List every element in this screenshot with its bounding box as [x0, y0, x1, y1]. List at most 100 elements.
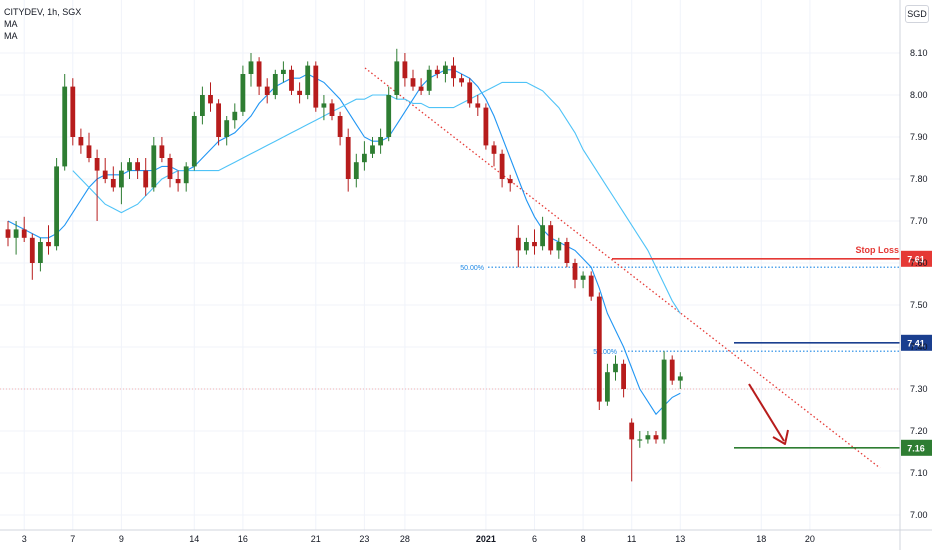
- candle-body: [208, 95, 213, 104]
- candle: [272, 69, 278, 100]
- candle-body: [621, 363, 626, 389]
- candle-body: [297, 90, 302, 95]
- candle: [135, 158, 140, 179]
- candle: [297, 82, 302, 104]
- candle: [78, 128, 84, 154]
- price-tick-label: 7.30: [910, 384, 928, 394]
- price-tick-label: 8.00: [910, 90, 928, 100]
- candlestick-series: [5, 48, 683, 482]
- currency-label[interactable]: SGD: [905, 5, 929, 23]
- time-tick-label: 21: [311, 534, 321, 544]
- candle-body: [475, 103, 481, 108]
- legend-symbol[interactable]: CITYDEV, 1h, SGX: [4, 7, 82, 17]
- time-tick-label: 7: [70, 534, 75, 544]
- fib-level-upper-label: 50.00%: [460, 265, 484, 272]
- candle-body: [605, 372, 610, 402]
- stop-loss-label: Stop Loss: [855, 245, 899, 255]
- descending-trendline: [364, 67, 881, 469]
- candle-body: [167, 158, 173, 179]
- candle: [540, 216, 545, 251]
- candle-body: [70, 86, 76, 137]
- moving-average-line: [72, 81, 681, 314]
- trade-levels: 7.61 Stop Loss 7.41 7.16: [612, 245, 932, 456]
- candle-body: [588, 275, 594, 297]
- candle-body: [94, 158, 100, 171]
- candle: [483, 103, 489, 150]
- candle-body: [54, 166, 59, 247]
- candle: [556, 237, 562, 259]
- trendline-layer: [364, 67, 881, 469]
- candle: [580, 271, 586, 289]
- candle: [564, 237, 570, 268]
- candle-body: [102, 170, 108, 179]
- candle-body: [135, 162, 140, 171]
- price-tick-label: 7.20: [910, 426, 928, 436]
- legend-ma-2[interactable]: MA: [4, 31, 18, 41]
- candle: [548, 221, 554, 255]
- candle-body: [248, 61, 254, 74]
- candle: [499, 149, 505, 188]
- candle: [345, 128, 351, 192]
- price-tick-label: 7.10: [910, 468, 928, 478]
- candle: [183, 162, 189, 192]
- candle: [102, 158, 108, 184]
- time-tick-label: 18: [756, 534, 766, 544]
- candle: [110, 166, 116, 192]
- candle-body: [305, 65, 311, 95]
- candle: [321, 95, 327, 121]
- candle-body: [540, 225, 545, 247]
- candle-body: [46, 242, 51, 247]
- candle: [216, 99, 221, 146]
- projection-arrow-shaft: [748, 383, 785, 442]
- candle-body: [637, 439, 643, 441]
- candle: [5, 221, 11, 247]
- candle-body: [451, 65, 456, 79]
- candle: [289, 65, 294, 95]
- time-tick-label: 28: [400, 534, 410, 544]
- candle-body: [677, 376, 683, 381]
- candle: [491, 141, 497, 167]
- candle-body: [119, 170, 124, 188]
- price-axis: 7.00 7.10 7.20 7.30 7.40 7.50 7.60 7.70 7.80 7.90…: [899, 0, 928, 550]
- candle: [362, 141, 367, 171]
- candle: [70, 78, 76, 146]
- candle-body: [515, 237, 521, 251]
- candle: [127, 158, 132, 179]
- candle-body: [224, 120, 230, 137]
- legend-ma-1[interactable]: MA: [4, 19, 18, 29]
- candle: [386, 86, 392, 142]
- candle-body: [370, 145, 375, 154]
- candle-body: [532, 242, 537, 247]
- candle: [410, 69, 416, 91]
- candle-body: [281, 69, 286, 74]
- time-tick-label: 23: [359, 534, 369, 544]
- candle: [402, 53, 408, 87]
- candle-body: [175, 179, 181, 184]
- candle: [443, 61, 448, 83]
- time-tick-label: 20: [805, 534, 815, 544]
- candle-body: [499, 153, 505, 179]
- candle: [200, 86, 205, 125]
- candle: [208, 82, 213, 112]
- time-tick-label: 14: [189, 534, 199, 544]
- time-tick-label: 6: [532, 534, 537, 544]
- candle: [669, 355, 675, 385]
- time-axis: 3 7 9 14 16 21 23 28 2021 6 8 11 13 18 20: [0, 529, 932, 544]
- candle-body: [200, 95, 205, 116]
- candle: [232, 103, 238, 129]
- candle: [224, 116, 230, 146]
- candle: [621, 359, 626, 398]
- candle-body: [645, 435, 651, 440]
- stop-loss-tag-bg: [901, 250, 932, 267]
- candle-body: [62, 86, 68, 167]
- candle: [167, 153, 173, 188]
- candle-body: [272, 74, 278, 95]
- candle: [572, 258, 578, 289]
- candle-body: [321, 103, 327, 108]
- candle-body: [345, 137, 351, 179]
- candle-body: [232, 111, 238, 121]
- candle: [394, 48, 400, 100]
- candle-body: [110, 179, 116, 188]
- candle-body: [159, 145, 165, 158]
